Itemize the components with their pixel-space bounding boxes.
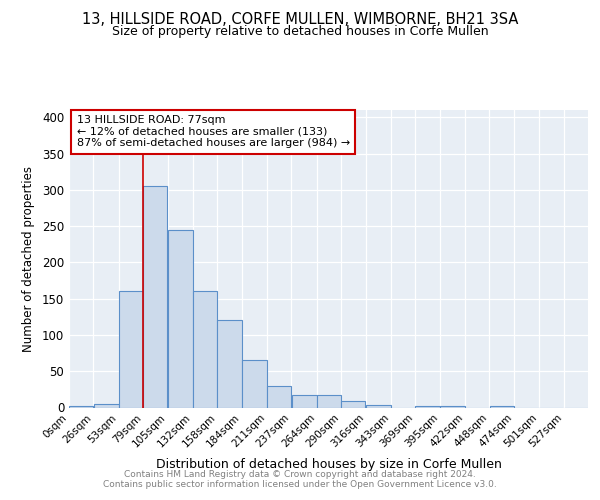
Bar [341,401,365,407]
Text: 13 HILLSIDE ROAD: 77sqm
← 12% of detached houses are smaller (133)
87% of semi-d: 13 HILLSIDE ROAD: 77sqm ← 12% of detache… [77,115,350,148]
Bar [119,292,143,408]
Y-axis label: Number of detached properties: Number of detached properties [22,166,35,352]
Bar [415,406,440,407]
Bar [267,386,292,407]
Bar [440,406,465,407]
Bar [292,395,317,407]
Bar [317,395,341,407]
Bar [490,406,514,407]
Bar [167,230,193,408]
Text: Contains public sector information licensed under the Open Government Licence v3: Contains public sector information licen… [103,480,497,489]
Text: Contains HM Land Registry data © Crown copyright and database right 2024.: Contains HM Land Registry data © Crown c… [124,470,476,479]
Bar [217,320,242,408]
Bar [143,186,167,408]
X-axis label: Distribution of detached houses by size in Corfe Mullen: Distribution of detached houses by size … [155,458,502,470]
Text: 13, HILLSIDE ROAD, CORFE MULLEN, WIMBORNE, BH21 3SA: 13, HILLSIDE ROAD, CORFE MULLEN, WIMBORN… [82,12,518,28]
Bar [193,292,217,408]
Bar [242,360,267,408]
Bar [365,406,391,407]
Text: Size of property relative to detached houses in Corfe Mullen: Size of property relative to detached ho… [112,25,488,38]
Bar [94,404,119,407]
Bar [69,406,93,407]
